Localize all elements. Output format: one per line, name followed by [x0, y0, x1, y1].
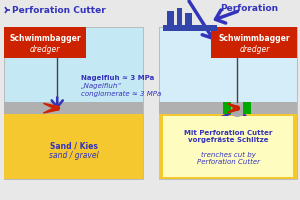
FancyBboxPatch shape: [177, 8, 182, 25]
Text: trenches cut by
Perforation Cutter: trenches cut by Perforation Cutter: [196, 151, 260, 165]
Text: sand / gravel: sand / gravel: [49, 151, 99, 160]
Text: dredger: dredger: [239, 45, 270, 54]
Text: „Nagelfluh“: „Nagelfluh“: [81, 83, 122, 89]
FancyBboxPatch shape: [159, 27, 297, 179]
FancyBboxPatch shape: [212, 27, 297, 58]
Text: Perforation: Perforation: [220, 4, 278, 13]
Text: Nagelfluh ≈ 3 MPa: Nagelfluh ≈ 3 MPa: [81, 75, 154, 81]
FancyBboxPatch shape: [4, 27, 85, 58]
FancyBboxPatch shape: [184, 13, 191, 25]
Wedge shape: [228, 108, 246, 117]
FancyBboxPatch shape: [163, 25, 218, 31]
Text: Sand / Kies: Sand / Kies: [50, 142, 98, 151]
Text: Schwimmbagger: Schwimmbagger: [9, 34, 81, 43]
Polygon shape: [227, 106, 237, 113]
Text: conglomerate ≈ 3 MPa: conglomerate ≈ 3 MPa: [81, 90, 161, 97]
FancyBboxPatch shape: [4, 27, 143, 179]
Polygon shape: [227, 103, 237, 110]
FancyBboxPatch shape: [4, 102, 143, 114]
Polygon shape: [44, 103, 57, 110]
Circle shape: [55, 106, 59, 110]
FancyBboxPatch shape: [224, 102, 231, 114]
FancyBboxPatch shape: [167, 11, 174, 25]
Text: Perforation Cutter: Perforation Cutter: [12, 6, 106, 15]
FancyBboxPatch shape: [243, 102, 251, 114]
Circle shape: [235, 106, 239, 110]
Text: Schwimmbagger: Schwimmbagger: [219, 34, 290, 43]
FancyBboxPatch shape: [159, 114, 297, 179]
Text: dredger: dredger: [30, 45, 60, 54]
FancyBboxPatch shape: [163, 116, 293, 177]
Text: Mit Perforation Cutter
vorgefräste Schlitze: Mit Perforation Cutter vorgefräste Schli…: [184, 130, 272, 143]
Polygon shape: [44, 106, 57, 113]
FancyBboxPatch shape: [159, 102, 297, 114]
FancyBboxPatch shape: [4, 114, 143, 179]
